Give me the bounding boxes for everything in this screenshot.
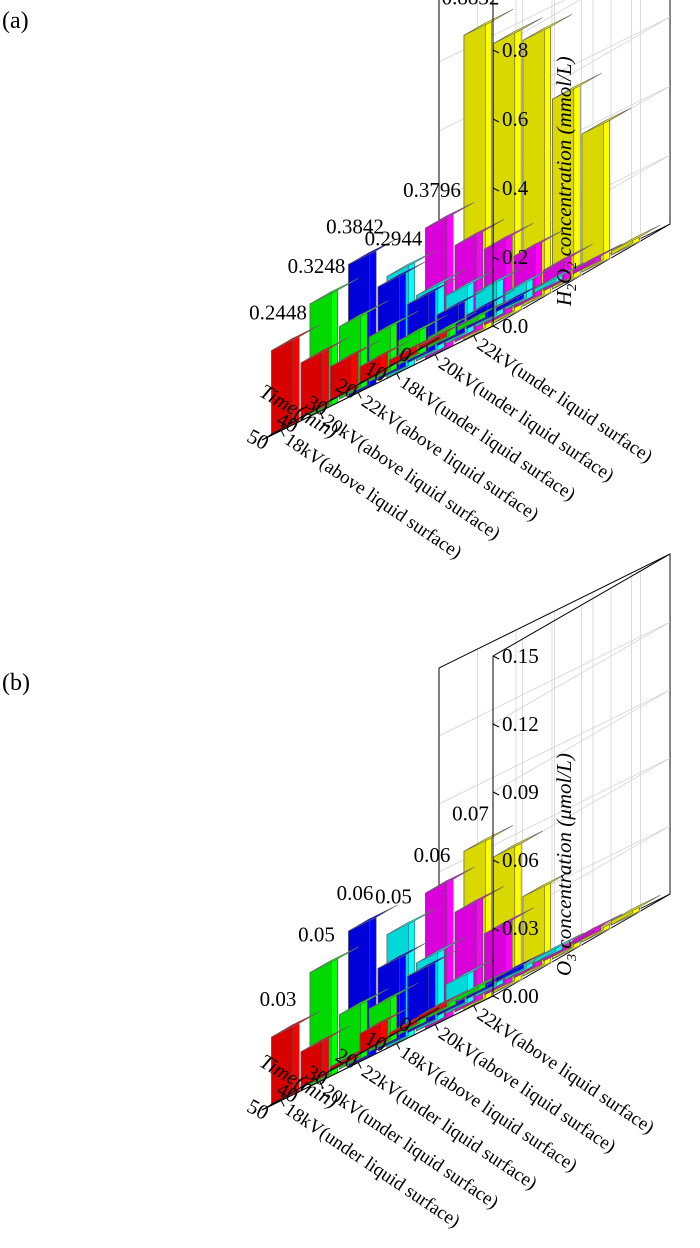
- bar: [271, 1010, 321, 1106]
- bar: [457, 970, 507, 1002]
- value-label: 0.8832: [442, 0, 500, 9]
- bar: [359, 340, 410, 385]
- panel-b: 0.00 0.03 0.06 0.09 0.12 0.15 O3 concentration…: [2, 553, 671, 1232]
- value-label: 0.2944: [365, 226, 423, 250]
- z-tick-label: 0.6: [502, 107, 528, 131]
- z-tick-label: 0.2: [502, 245, 528, 269]
- bar: [300, 336, 351, 419]
- bar: [572, 243, 623, 275]
- z-axis: 0.00 0.03 0.06 0.09 0.12 0.15 O3 concentration…: [492, 644, 580, 1008]
- z-tick-label: 0.12: [502, 712, 539, 736]
- value-label: 0.05: [375, 885, 412, 909]
- bar: [611, 224, 661, 256]
- bar: [457, 300, 507, 332]
- bar: [389, 333, 439, 368]
- bar: [359, 1007, 410, 1055]
- value-label: 0.3248: [288, 254, 346, 278]
- data-labels: 0.030.050.06 0.050.060.07: [260, 801, 489, 1011]
- bars: [271, 825, 661, 1106]
- bar: [495, 281, 546, 313]
- z-tick-label: 0.0: [502, 314, 528, 338]
- bar: [495, 951, 546, 983]
- value-label: 0.3842: [326, 214, 384, 238]
- bar: [552, 73, 602, 290]
- bar: [534, 262, 584, 294]
- value-label: 0.2448: [249, 301, 307, 325]
- bar: [581, 107, 632, 273]
- z-tick-label: 0.8: [502, 38, 528, 62]
- value-label: 0.05: [298, 923, 335, 947]
- z-axis-title: O3 concentration (μmol/L): [552, 753, 580, 976]
- value-label: 0.07: [452, 801, 489, 825]
- z-axis: 0.00.20.40.60.81.0H2O2 concentration (mm…: [492, 0, 580, 338]
- bar: [611, 894, 661, 926]
- value-label: 0.06: [337, 881, 374, 905]
- value-label: 0.03: [260, 987, 297, 1011]
- bar: [534, 932, 584, 964]
- z-tick-label: 0.15: [502, 644, 539, 668]
- time-tick-label: 50: [243, 424, 273, 455]
- bar: [330, 340, 380, 402]
- panel-label: (b): [2, 670, 30, 696]
- bars: [271, 9, 661, 436]
- z-tick-label: 0.03: [502, 916, 539, 940]
- value-label: 0.06: [414, 843, 451, 867]
- time-tick-label: 50: [243, 1094, 273, 1125]
- bar: [572, 913, 623, 945]
- bar: [522, 14, 573, 307]
- panel-a: 0.00.20.40.60.81.0H2O2 concentration (mm…: [2, 0, 671, 563]
- z-axis-title: H2O2 concentration (mmol/L): [552, 56, 580, 307]
- z-tick-label: 0.00: [502, 984, 539, 1008]
- value-label: 0.3796: [403, 178, 461, 202]
- z-tick-label: 0.09: [502, 780, 539, 804]
- z-tick-label: 0.4: [502, 176, 529, 200]
- z-tick-label: 0.06: [502, 848, 539, 872]
- panel-label: (a): [2, 8, 29, 34]
